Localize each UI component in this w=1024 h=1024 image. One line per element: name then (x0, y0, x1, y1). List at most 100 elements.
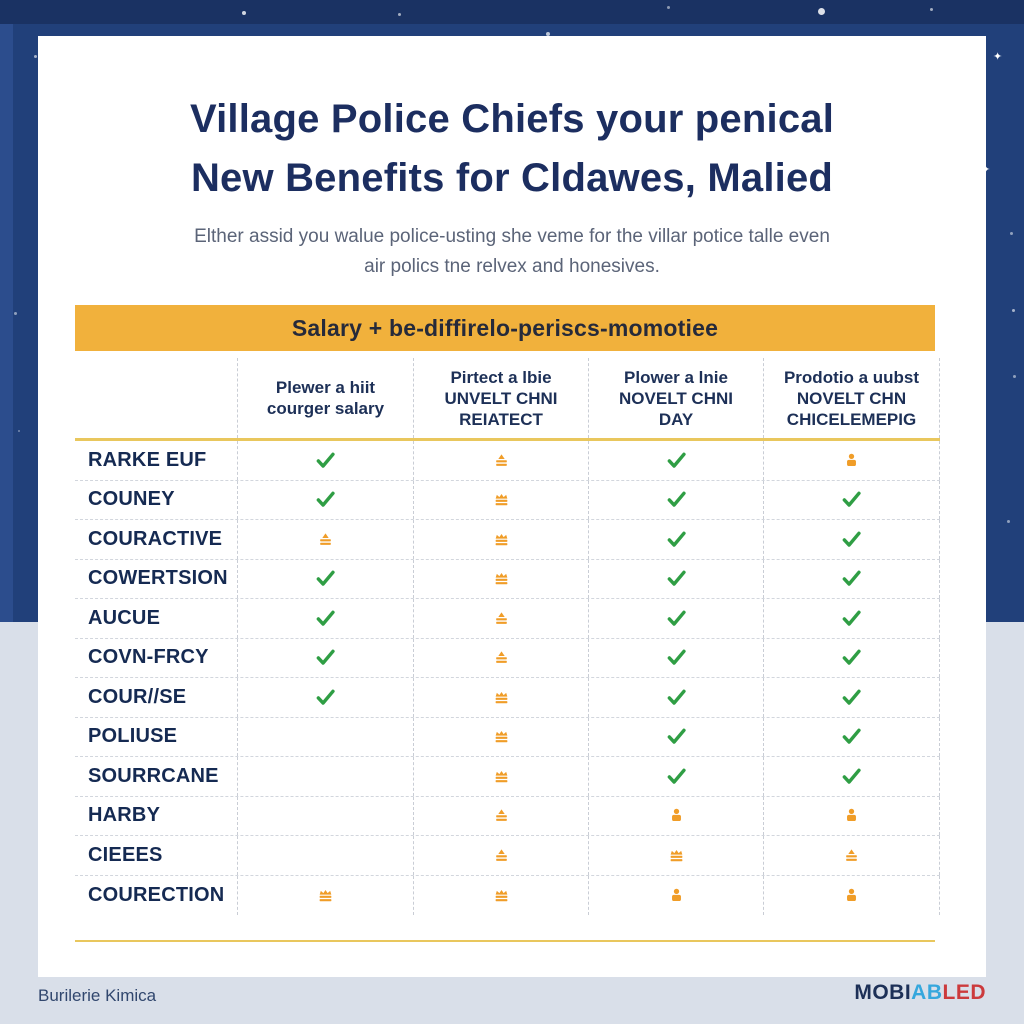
table-cell (763, 559, 940, 598)
check-icon (666, 529, 687, 550)
table-cell (588, 717, 763, 756)
check-icon (315, 687, 336, 708)
table-cell (588, 599, 763, 638)
cake-icon (493, 807, 510, 824)
check-icon (841, 529, 862, 550)
brand-part-3: LED (942, 981, 986, 1004)
brand-part-1: MOBI (854, 981, 912, 1004)
column-header-line: NOVELT CHN (796, 388, 907, 408)
table-cell (237, 757, 413, 796)
table-cell (588, 441, 763, 480)
credit-text: Burilerie Kimica (38, 986, 157, 1005)
column-header-line: Plower a lnie (624, 367, 728, 387)
table-cell (763, 599, 940, 638)
cake-icon (493, 649, 510, 666)
table-cell (413, 717, 588, 756)
column-header-line: REIATECT (459, 409, 543, 429)
person-icon (843, 452, 860, 469)
column-header-line: DAY (658, 409, 694, 429)
badge-icon (317, 887, 334, 904)
check-icon (666, 687, 687, 708)
column-header-line: UNVELT CHNI (444, 388, 558, 408)
table-cell (413, 480, 588, 519)
row-label: COURACTIVE (88, 527, 223, 550)
cake-icon (843, 847, 860, 864)
table-row: HARBY (75, 796, 940, 836)
person-icon (668, 807, 685, 824)
table-cell (237, 796, 413, 835)
table-cell (237, 678, 413, 717)
subtitle-line-2: air polics tne relvex and honesives. (364, 256, 660, 277)
star-icon (34, 55, 37, 58)
table-cell (413, 836, 588, 875)
title-line-2: New Benefits for Cldawes, Malied (190, 156, 834, 200)
benefits-table: Plewer a hiit courger salary Pirtect a lbi… (75, 358, 940, 915)
row-label: COUR//SE (88, 685, 187, 708)
table-cell (763, 480, 940, 519)
table-cell (763, 796, 940, 835)
badge-icon (493, 570, 510, 587)
table-cell (413, 875, 588, 915)
person-icon (668, 887, 685, 904)
cake-icon (317, 531, 334, 548)
table-cell (237, 638, 413, 677)
subtitle-line-1: Elther assid you walue police-usting she… (194, 226, 830, 247)
column-header: Plewer a hiit courger salary (237, 358, 413, 438)
check-icon (315, 568, 336, 589)
row-label: COWERTSION (88, 567, 228, 590)
column-header-line: Prodotio a uubst (783, 367, 920, 387)
table-cell (237, 875, 413, 915)
check-icon (841, 766, 862, 787)
cake-icon (493, 610, 510, 627)
table-cell (413, 638, 588, 677)
check-icon (841, 647, 862, 668)
table-row: COWERTSION (75, 559, 940, 599)
check-icon (666, 608, 687, 629)
table-row: CIEEES (75, 836, 940, 876)
corner-cell (75, 358, 237, 438)
row-label: COUNEY (88, 488, 175, 511)
table-cell (413, 757, 588, 796)
star-icon (18, 430, 20, 432)
table-cell (588, 875, 763, 915)
check-icon (315, 647, 336, 668)
table-cell (763, 638, 940, 677)
table-cell (237, 520, 413, 559)
column-header: Pirtect a lbie UNVELT CHNI REIATECT (413, 358, 588, 438)
column-header-line: Plewer a hiit (275, 378, 376, 397)
row-label: AUCUE (88, 606, 161, 629)
check-icon (841, 726, 862, 747)
cake-icon (493, 847, 510, 864)
column-header-line: Pirtect a lbie (450, 367, 552, 387)
table-cell (413, 796, 588, 835)
row-label: SOURRCANE (88, 764, 219, 787)
table-cell (413, 599, 588, 638)
star-icon (546, 32, 550, 36)
badge-icon (493, 728, 510, 745)
person-icon (843, 807, 860, 824)
table-row: COVN-FRCY (75, 638, 940, 678)
check-icon (841, 568, 862, 589)
table-row: COURACTIVE (75, 520, 940, 560)
page-title: Village Police Chiefs your penical New B… (38, 36, 986, 208)
table-cell (588, 480, 763, 519)
row-label: HARBY (88, 804, 161, 827)
check-icon (666, 450, 687, 471)
bottom-divider (75, 940, 935, 942)
column-header: Prodotio a uubst NOVELT CHN CHICELEMEPIG (763, 358, 940, 438)
table-body: RARKE EUF COUNEY COURACTIVE COWERTSION AUCUE… (75, 441, 940, 915)
table-row: SOURRCANE (75, 757, 940, 797)
badge-icon (493, 689, 510, 706)
row-label: CIEEES (88, 843, 163, 866)
star-icon (1007, 520, 1010, 523)
sparkle-icon: ✦ (993, 51, 1003, 63)
table-row: COUNEY (75, 480, 940, 520)
table-cell (588, 638, 763, 677)
table-cell (237, 480, 413, 519)
star-icon (1012, 309, 1015, 312)
table-row: RARKE EUF (75, 441, 940, 481)
table-cell (237, 559, 413, 598)
table-cell (413, 678, 588, 717)
table-row: COURECTION (75, 875, 940, 915)
check-icon (666, 647, 687, 668)
